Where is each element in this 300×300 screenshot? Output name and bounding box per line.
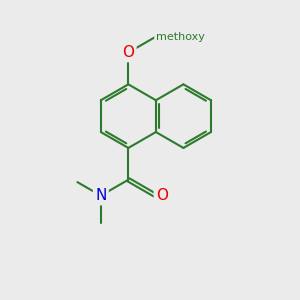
Text: methoxy: methoxy — [156, 32, 205, 42]
Text: O: O — [156, 188, 168, 203]
Text: N: N — [95, 188, 106, 203]
Text: O: O — [122, 45, 134, 60]
